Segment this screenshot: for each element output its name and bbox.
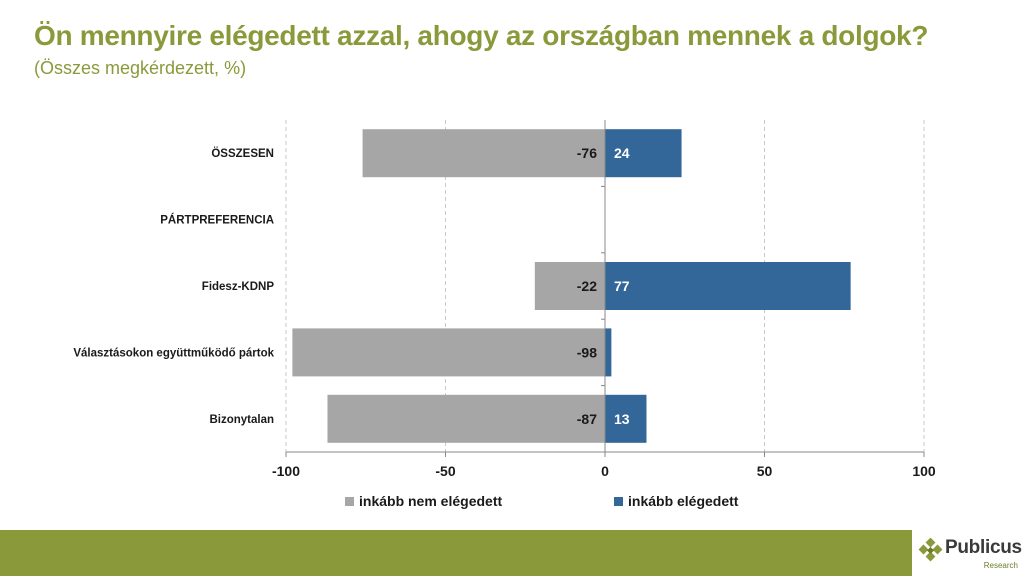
bar-positive-3 [605,328,612,377]
x-tick-label: -50 [435,463,455,479]
publicus-logo: Publicus Research [912,530,1024,576]
legend-swatch-negative [345,497,354,506]
bar-positive-0 [605,129,682,178]
category-label: Fidesz-KDNP [202,281,275,293]
data-label-positive: 24 [614,145,630,161]
bar-negative-4 [327,394,605,443]
footer-bar [0,530,1024,576]
bar-negative-3 [292,328,605,377]
category-label: Választásokon együttműködő pártok [73,347,274,359]
data-labels: -76 24 -22 77 -98 -87 13 [577,145,630,427]
x-axis: -100 -50 0 50 100 [272,120,936,479]
bar-negative-0 [362,129,605,178]
data-label-positive: 13 [614,411,630,427]
category-label: Bizonytalan [209,414,274,426]
legend: inkább nem elégedett inkább elégedett [345,493,739,509]
x-tick-label: 50 [757,463,773,479]
page-title: Ön mennyire elégedett azzal, ahogy az or… [34,20,929,51]
category-label: PÁRTPREFERENCIA [160,214,274,227]
data-label-negative: -98 [577,344,597,360]
legend-label: inkább nem elégedett [359,493,502,509]
x-tick-label: 100 [912,463,936,479]
data-label-positive: 77 [614,278,630,294]
x-tick-label: 0 [601,463,609,479]
x-tick-label: -100 [272,463,300,479]
bars [292,129,851,443]
legend-label: inkább elégedett [628,493,739,509]
bar-negative-2 [534,262,605,310]
bar-positive-2 [605,262,851,310]
legend-swatch-positive [614,497,623,506]
data-label-negative: -87 [577,411,597,427]
data-label-negative: -22 [577,278,597,294]
logo-tagline: Research [983,561,1018,570]
bar-positive-4 [605,394,647,443]
publicus-diamond-icon [918,538,943,562]
category-labels: ÖSSZESEN PÁRTPREFERENCIA Fidesz-KDNP Válasz… [73,147,274,426]
page-subtitle: (Összes megkérdezett, %) [34,58,247,78]
category-label: ÖSSZESEN [211,147,274,160]
data-label-negative: -76 [577,145,597,161]
logo-name: Publicus [945,537,1022,558]
diverging-bar-chart: -100 -50 0 50 100 -76 24 -22 77 -98 -87 13 ÖSSZESE… [73,120,936,509]
